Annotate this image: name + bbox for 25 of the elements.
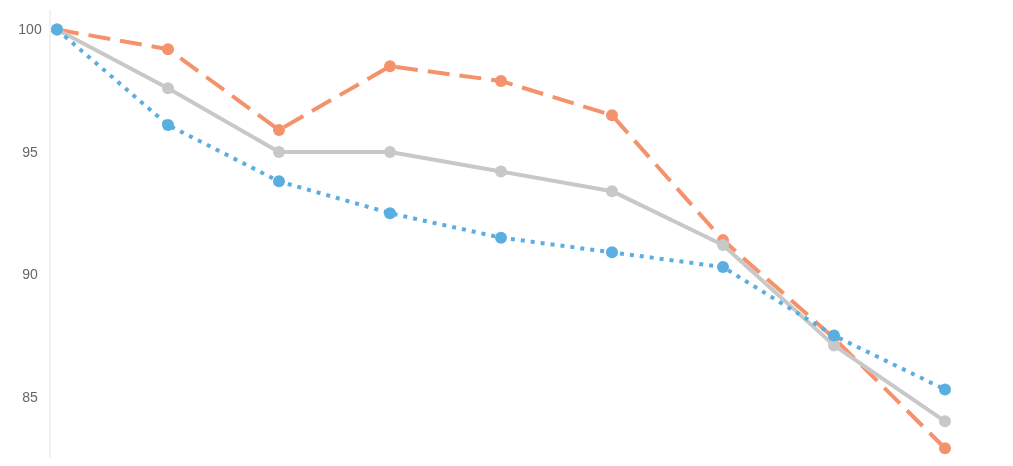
point (495, 74, 507, 87)
point (162, 43, 174, 56)
point (384, 207, 396, 220)
point (384, 145, 396, 158)
point (495, 231, 507, 244)
point (717, 239, 729, 252)
y-tick-label: 85 (22, 388, 38, 405)
y-tick-label: 100 (18, 21, 42, 38)
point (939, 442, 951, 455)
point (273, 175, 285, 188)
point (162, 82, 174, 95)
point (939, 415, 951, 428)
point (606, 109, 618, 122)
point (495, 165, 507, 178)
point (384, 60, 396, 73)
point (606, 246, 618, 259)
point (273, 145, 285, 158)
y-tick-label: 90 (22, 266, 38, 283)
point (273, 123, 285, 136)
y-tick-label: 95 (22, 143, 38, 160)
point (939, 383, 951, 396)
point (606, 185, 618, 198)
point (828, 339, 840, 352)
point (717, 261, 729, 274)
point (162, 119, 174, 132)
